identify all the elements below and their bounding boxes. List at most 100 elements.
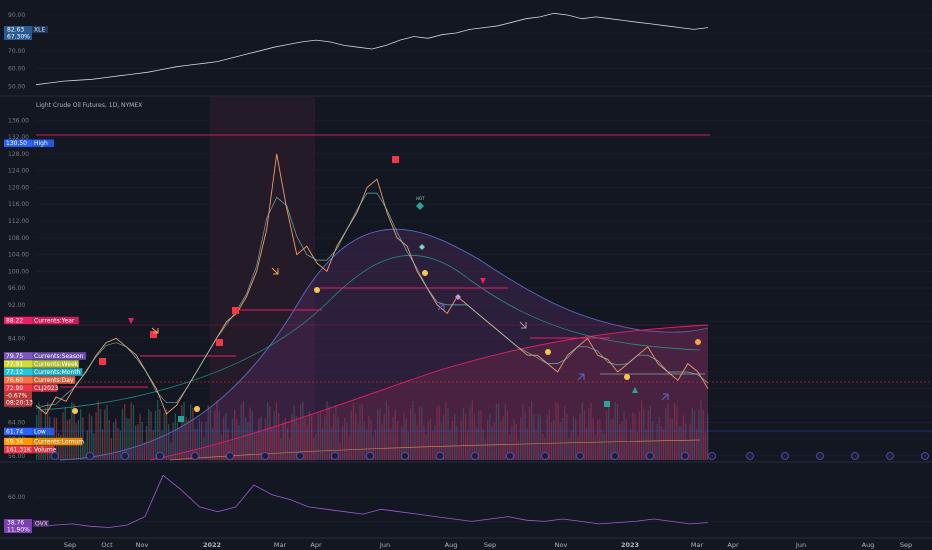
value-label-name: Currents:Week [34,361,79,368]
down-triangle-icon [128,318,134,324]
main-pane-y-axis: 136.00 132.00 128.00 124.00 120.00 116.00 112.… [8,117,932,460]
event-marker-icon[interactable] [121,452,129,460]
volume-bar [638,411,641,460]
event-marker-icon[interactable] [681,452,689,460]
y-tick-label: 104.00 [8,252,29,259]
event-marker-icon[interactable] [366,452,374,460]
y-tick-label: 120.00 [8,184,29,191]
volume-bar [150,411,152,460]
volume-bar [207,405,209,460]
event-marker-icon[interactable] [51,452,59,460]
volume-bar [86,430,88,460]
value-label-price: 72.99 [6,385,23,392]
event-marker-icon[interactable] [331,452,339,460]
volume-bar [377,409,379,460]
volume-bar [407,432,410,460]
volume-bar [572,416,575,460]
event-marker-icon[interactable] [576,452,584,460]
volume-bar [390,428,392,460]
volume-bar [238,425,240,460]
volume-bar [566,414,568,460]
y-tick-label: 124.00 [8,168,29,175]
xle-series-line [35,12,709,86]
value-label: 79.75 Currents:Season [4,352,86,360]
volume-bar [141,421,143,460]
event-marker-icon[interactable] [401,452,409,460]
volume-bar [647,410,649,460]
x-tick-label: Oct [101,541,113,549]
warning-icon [422,270,428,276]
volume-bar [403,412,405,460]
event-marker-icon[interactable] [226,452,234,460]
buy-signal-icon [604,401,610,407]
warning-icon [72,408,78,414]
event-marker-icon[interactable] [886,452,894,460]
volume-bar [447,408,449,460]
volume-bar [113,422,115,460]
xle-pct-text: 67.30% [7,34,30,41]
y-tick-label: 92.00 [8,302,25,309]
volume-bar [152,429,154,460]
x-tick-label: Sep [484,541,496,549]
volume-bar [205,421,207,460]
xle-price-tag: 82.63 67.30% [4,26,32,41]
volume-bar [280,438,282,460]
volume-bar [440,422,443,460]
volume-bar [229,443,231,460]
value-label-price: 79.75 [6,353,23,360]
event-marker-icon[interactable] [86,452,94,460]
arrow-icon [271,267,279,275]
volume-bar [328,405,330,460]
event-marker-icon[interactable] [611,452,619,460]
event-marker-icon[interactable] [708,452,716,460]
volume-bar [350,410,352,460]
event-marker-icon[interactable] [646,452,654,460]
volume-bar [625,418,627,460]
volume-bar [608,405,610,460]
event-marker-icon[interactable] [261,452,269,460]
volume-bar [110,438,113,460]
value-label-price: 88.22 [6,318,23,325]
event-marker-icon[interactable] [746,452,754,460]
volume-bar [522,404,524,460]
event-marker-icon[interactable] [471,452,479,460]
volume-bar [504,403,506,460]
event-marker-icon[interactable] [156,452,164,460]
event-marker-icon[interactable] [921,452,929,460]
event-marker-icon[interactable] [781,452,789,460]
volume-bar [700,400,702,460]
volume-bar [399,447,401,460]
event-marker-icon[interactable] [816,452,824,460]
volume-bar [124,404,126,460]
slow-ma-line [39,254,701,411]
volume-bar [99,409,102,460]
volume-bar [203,436,205,460]
volume-bar [421,406,423,460]
volume-bar [216,400,218,460]
volume-bar [469,407,471,460]
buy-signal-icon [178,416,184,422]
volume-bar [599,419,601,460]
event-marker-icon[interactable] [541,452,549,460]
volume-bar [106,405,108,460]
volume-bar [179,427,181,460]
event-marker-icon[interactable] [296,452,304,460]
volume-bar [344,417,346,460]
volume-bar [227,428,229,460]
event-marker-icon[interactable] [191,452,199,460]
volume-bar [605,411,608,460]
event-marker-icon[interactable] [851,452,859,460]
down-triangle-icon [480,278,486,284]
value-label-price: 77.12 [6,369,23,376]
x-tick-label: Jun [795,541,806,549]
event-marker-icon[interactable] [506,452,514,460]
x-tick-label: 2023 [621,541,639,549]
volume-bar [520,417,522,460]
main-pane-title: Light Crude Oil Futures, 1D, NYMEX [36,102,142,109]
volume-bar [423,424,425,460]
volume-bar [154,410,157,460]
volume-bar [370,420,372,460]
event-marker-icon[interactable] [436,452,444,460]
y-tick-label: 70.00 [8,48,25,55]
